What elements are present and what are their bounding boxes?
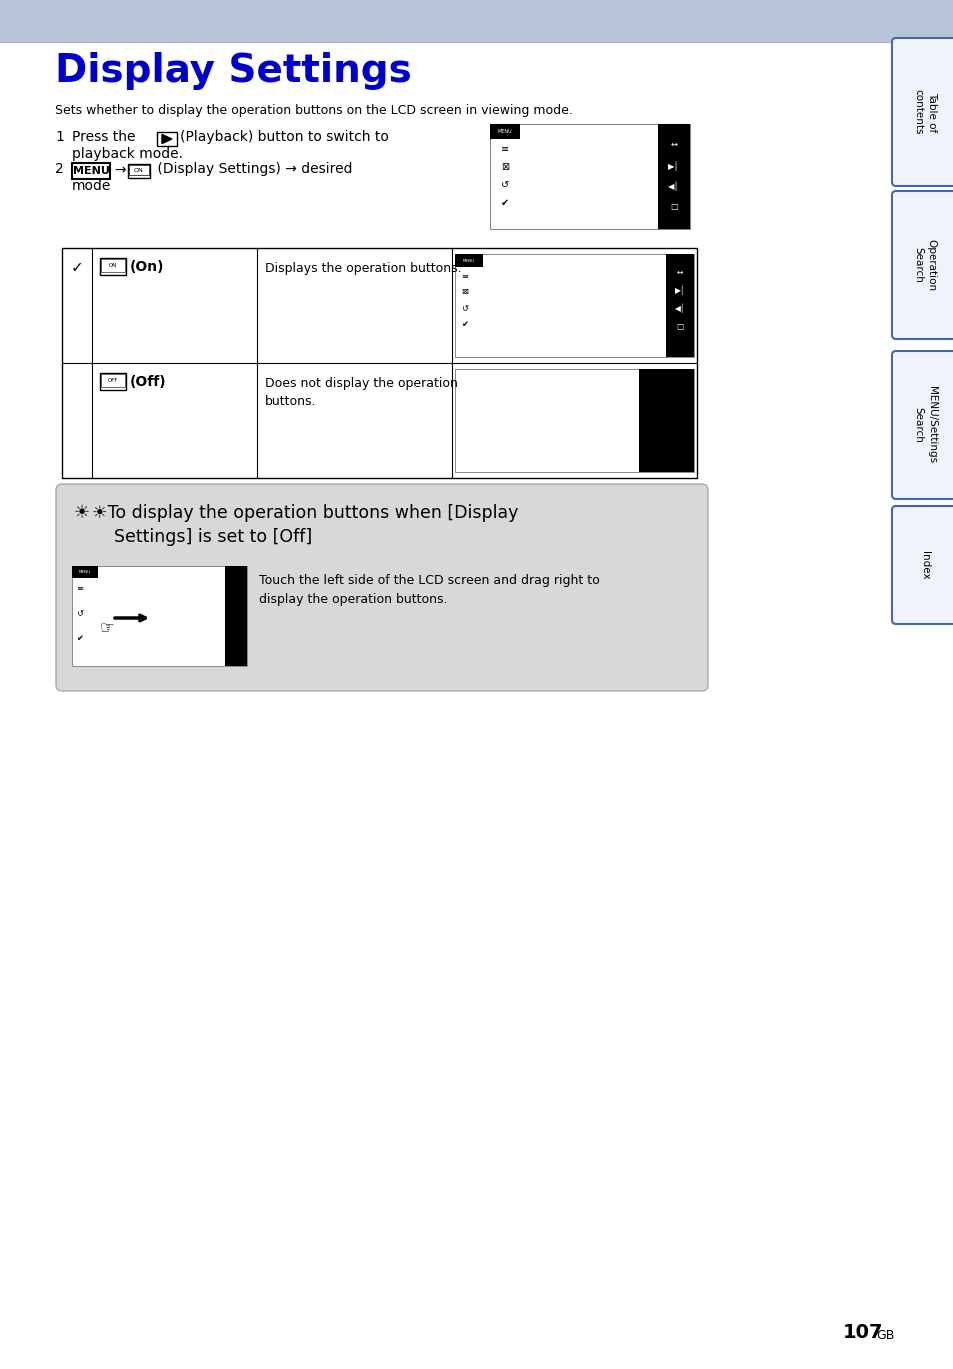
Text: ✓: ✓ [71, 260, 83, 275]
Text: ⊠: ⊠ [500, 162, 509, 172]
Text: ✔: ✔ [76, 634, 84, 642]
Text: ☀: ☀ [74, 504, 90, 522]
Text: ↔: ↔ [670, 140, 677, 148]
Text: □: □ [676, 322, 683, 330]
FancyBboxPatch shape [56, 485, 707, 691]
Text: ☞: ☞ [99, 619, 114, 637]
Text: 107: 107 [842, 1322, 882, 1342]
Text: 1: 1 [55, 130, 64, 144]
Text: playback mode.: playback mode. [71, 146, 183, 162]
Text: □: □ [669, 201, 678, 211]
Text: ▶│: ▶│ [667, 162, 679, 171]
Text: ≡: ≡ [461, 271, 468, 281]
Bar [455, 255, 482, 267]
Text: ⊠: ⊠ [461, 287, 468, 297]
Text: ON: ON [134, 167, 144, 172]
Text: Table of
contents: Table of contents [912, 89, 936, 134]
Text: ≡: ≡ [500, 144, 509, 153]
Polygon shape [162, 134, 172, 144]
Text: MENU: MENU [72, 166, 110, 177]
Text: Settings] is set to [Off]: Settings] is set to [Off] [91, 528, 312, 546]
Text: Index: Index [919, 550, 929, 579]
Text: Displays the operation buttons.: Displays the operation buttons. [265, 261, 461, 275]
Text: (Off): (Off) [130, 375, 167, 389]
Bar [100, 257, 126, 275]
Text: MENU: MENU [462, 259, 475, 263]
Text: ↔: ↔ [676, 267, 682, 277]
Text: ↺: ↺ [500, 179, 509, 190]
Text: ✔: ✔ [461, 320, 468, 330]
Text: ▶│: ▶│ [674, 285, 684, 294]
Text: MENU: MENU [79, 570, 91, 574]
Text: (Display Settings) → desired: (Display Settings) → desired [152, 162, 352, 177]
Bar [490, 125, 689, 229]
Bar [0, 0, 953, 42]
Text: Touch the left side of the LCD screen and drag right to
display the operation bu: Touch the left side of the LCD screen an… [258, 574, 599, 606]
Text: (Playback) button to switch to: (Playback) button to switch to [180, 130, 389, 144]
FancyBboxPatch shape [891, 38, 953, 186]
FancyBboxPatch shape [891, 350, 953, 498]
Bar [455, 255, 693, 357]
Text: MENU/Settings
Search: MENU/Settings Search [912, 386, 936, 464]
Text: ON: ON [109, 263, 117, 268]
Bar [639, 370, 693, 472]
FancyBboxPatch shape [891, 507, 953, 624]
Bar [225, 565, 247, 665]
Text: Display Settings: Display Settings [55, 52, 412, 90]
FancyBboxPatch shape [891, 192, 953, 340]
Bar [658, 125, 689, 229]
Bar [71, 163, 110, 179]
Text: Operation
Search: Operation Search [912, 240, 936, 292]
Text: OFF: OFF [108, 378, 118, 383]
Text: Sets whether to display the operation buttons on the LCD screen in viewing mode.: Sets whether to display the operation bu… [55, 104, 572, 116]
Text: ◀│: ◀│ [667, 181, 679, 190]
Bar [71, 565, 247, 665]
Text: Does not display the operation
buttons.: Does not display the operation buttons. [265, 376, 457, 408]
Bar [157, 131, 177, 146]
Text: Press the: Press the [71, 130, 135, 144]
Bar [128, 164, 150, 178]
Bar [101, 259, 125, 272]
Bar [100, 372, 126, 390]
Bar [129, 166, 149, 175]
Text: ≡: ≡ [76, 583, 84, 593]
Text: mode: mode [71, 179, 112, 193]
Bar [62, 248, 697, 478]
Bar [71, 565, 98, 578]
Text: MENU: MENU [497, 129, 512, 134]
Text: ↺: ↺ [76, 609, 84, 619]
Text: →: → [113, 163, 126, 177]
Text: ☀To display the operation buttons when [Display: ☀To display the operation buttons when [… [91, 504, 517, 522]
Bar [101, 374, 125, 387]
Text: (On): (On) [130, 260, 164, 274]
Bar [665, 255, 693, 357]
Text: ✔: ✔ [500, 199, 509, 208]
Text: ◀│: ◀│ [674, 304, 684, 312]
Text: GB: GB [875, 1329, 893, 1342]
Text: 2: 2 [55, 162, 64, 177]
Bar [455, 370, 693, 472]
Text: ↺: ↺ [461, 304, 468, 314]
Bar [490, 125, 519, 140]
